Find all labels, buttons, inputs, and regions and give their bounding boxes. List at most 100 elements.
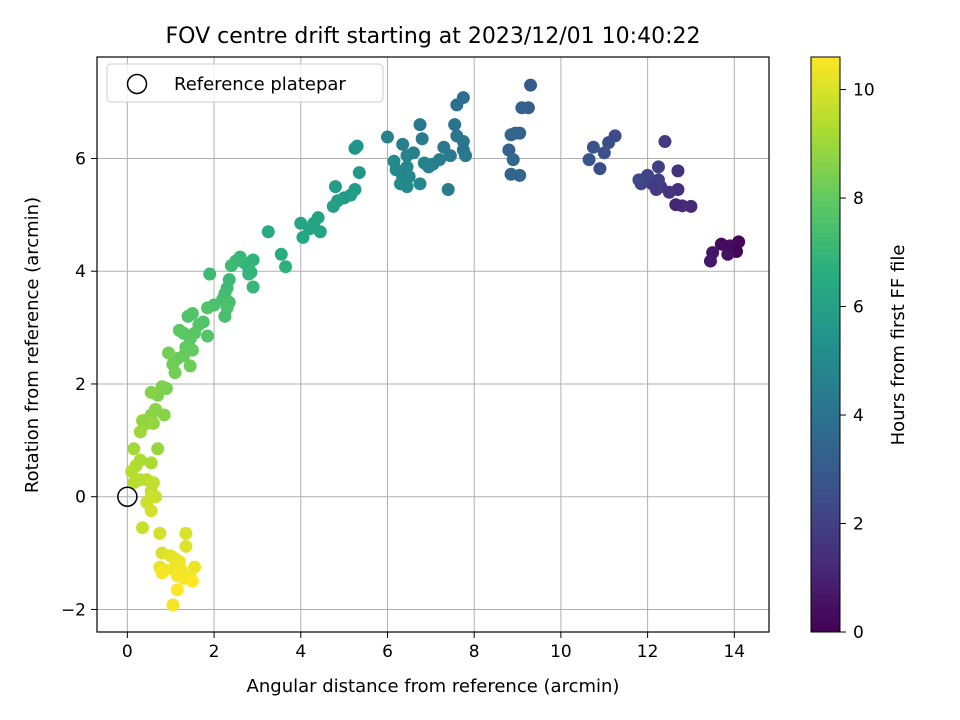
data-point [151, 442, 165, 456]
data-point [602, 136, 616, 150]
data-point [651, 160, 665, 174]
data-point [328, 180, 342, 194]
data-point [632, 173, 646, 187]
legend-label-reference: Reference platepar [174, 74, 346, 95]
data-point [136, 414, 150, 428]
data-point [459, 149, 473, 163]
data-point [437, 140, 451, 154]
y-tick-label: 6 [75, 149, 86, 169]
data-point [441, 182, 455, 196]
data-point [179, 526, 193, 540]
data-point [582, 153, 596, 167]
data-point [448, 118, 462, 132]
x-tick-label: 0 [122, 642, 133, 662]
data-point [170, 583, 184, 597]
legend-marker-reference [126, 73, 148, 95]
data-point [155, 566, 169, 580]
data-point [504, 128, 518, 142]
plot-frame [96, 56, 770, 633]
data-point [136, 521, 150, 535]
data-point [513, 168, 527, 182]
data-point [326, 199, 340, 213]
colorbar-tick-label: 6 [853, 298, 864, 318]
data-point [417, 156, 431, 170]
y-tick-label: 0 [75, 488, 86, 508]
data-point [279, 260, 293, 274]
y-tick-label: −2 [61, 600, 86, 620]
data-point [181, 309, 195, 323]
data-point [380, 130, 394, 144]
data-point [153, 526, 167, 540]
colorbar-tick-label: 0 [853, 623, 864, 643]
data-point [400, 149, 414, 163]
colorbar-tick-label: 8 [853, 189, 864, 209]
data-point [703, 254, 717, 268]
data-point [515, 101, 529, 115]
data-point [144, 385, 158, 399]
data-point [669, 198, 683, 212]
data-point [450, 98, 464, 112]
data-point [597, 146, 611, 160]
data-point [242, 267, 256, 281]
x-tick-label: 4 [295, 642, 306, 662]
data-point [586, 140, 600, 154]
x-axis-label: Angular distance from reference (arcmin) [247, 676, 620, 697]
data-point [179, 539, 193, 553]
x-tick-label: 8 [469, 642, 480, 662]
data-point [413, 177, 427, 191]
x-tick-label: 2 [209, 642, 220, 662]
data-point [218, 309, 232, 323]
data-point [162, 346, 176, 360]
scatter-points [125, 78, 746, 612]
colorbar-label: Hours from first FF file [888, 245, 909, 446]
data-point [185, 574, 199, 588]
data-point [172, 323, 186, 337]
colorbar-tick-label: 4 [853, 406, 864, 426]
data-point [183, 359, 197, 373]
legend: Reference platepar [106, 63, 384, 103]
y-axis-ticks: −2 0 2 4 6 [61, 149, 97, 620]
data-point [671, 164, 685, 178]
data-point [224, 259, 238, 273]
y-axis-label: Rotation from reference (arcmin) [22, 197, 43, 493]
data-point [348, 141, 362, 155]
x-tick-label: 14 [723, 642, 745, 662]
data-point [166, 598, 180, 612]
y-tick-label: 4 [75, 262, 86, 282]
data-point [352, 166, 366, 180]
x-tick-label: 12 [637, 642, 659, 662]
data-point [506, 153, 520, 167]
x-tick-label: 6 [382, 642, 393, 662]
legend-box [106, 63, 384, 103]
y-tick-label: 2 [75, 375, 86, 395]
data-point [294, 216, 308, 230]
data-point [125, 464, 139, 478]
data-point [127, 442, 141, 456]
data-point [658, 135, 672, 149]
data-point [157, 408, 171, 422]
data-point [524, 78, 538, 92]
data-point [714, 237, 728, 251]
data-point [261, 225, 275, 239]
data-point [396, 137, 410, 151]
data-point [387, 154, 401, 168]
colorbar [810, 56, 841, 633]
data-point [413, 118, 427, 132]
data-point [144, 456, 158, 470]
data-point [721, 247, 735, 261]
colorbar-tick-label: 10 [853, 81, 875, 101]
colorbar-ticks: 0 2 4 6 8 10 [840, 81, 875, 643]
data-point [296, 230, 310, 244]
data-point [168, 366, 182, 380]
data-point [246, 280, 260, 294]
data-point [201, 301, 215, 315]
data-point [400, 180, 414, 194]
data-point [415, 132, 429, 146]
x-axis-ticks: 0 2 4 6 8 10 12 14 [122, 632, 745, 662]
data-point [593, 162, 607, 176]
chart-title: FOV centre drift starting at 2023/12/01 … [166, 24, 701, 49]
data-point [201, 329, 215, 343]
data-point [313, 225, 327, 239]
x-tick-label: 10 [550, 642, 572, 662]
